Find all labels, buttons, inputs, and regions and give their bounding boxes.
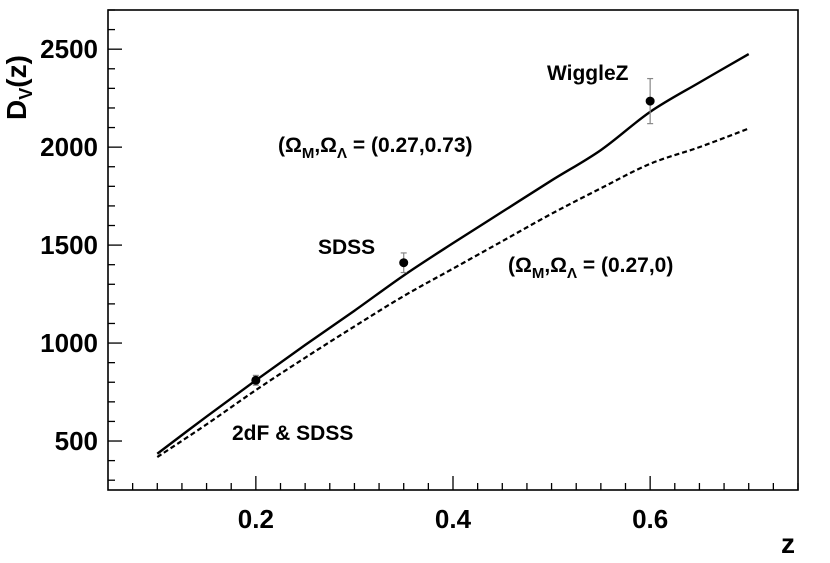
y-tick-label: 500 <box>55 426 98 456</box>
x-axis-title: z <box>781 528 795 559</box>
y-tick-label: 1000 <box>40 328 98 358</box>
y-tick-label: 2500 <box>40 34 98 64</box>
data-point <box>645 96 655 106</box>
series-label-open: (ΩM,ΩΛ = (0.27,0) <box>508 254 673 282</box>
x-tick-label: 0.4 <box>435 504 472 534</box>
data-point <box>251 375 261 385</box>
x-tick-label: 0.6 <box>632 504 668 534</box>
series-open-line <box>156 127 750 459</box>
data-points <box>251 77 655 386</box>
annotation-wigglez: WiggleZ <box>547 62 629 85</box>
annotation-2df-sdss: 2dF & SDSS <box>232 422 353 445</box>
series-label-lcdm: (ΩM,ΩΛ = (0.27,0.73) <box>278 134 473 162</box>
x-tick-label: 0.2 <box>238 504 274 534</box>
annotation-sdss: SDSS <box>318 236 375 259</box>
y-axis: 500 1000 1500 2000 2500 <box>40 9 122 481</box>
x-axis: 0.2 0.4 0.6 <box>131 476 799 534</box>
data-point <box>399 258 409 268</box>
y-tick-label: 1500 <box>40 230 98 260</box>
plot-frame <box>107 9 799 491</box>
y-axis-title: DV(z) <box>1 55 36 120</box>
y-tick-label: 2000 <box>40 132 98 162</box>
